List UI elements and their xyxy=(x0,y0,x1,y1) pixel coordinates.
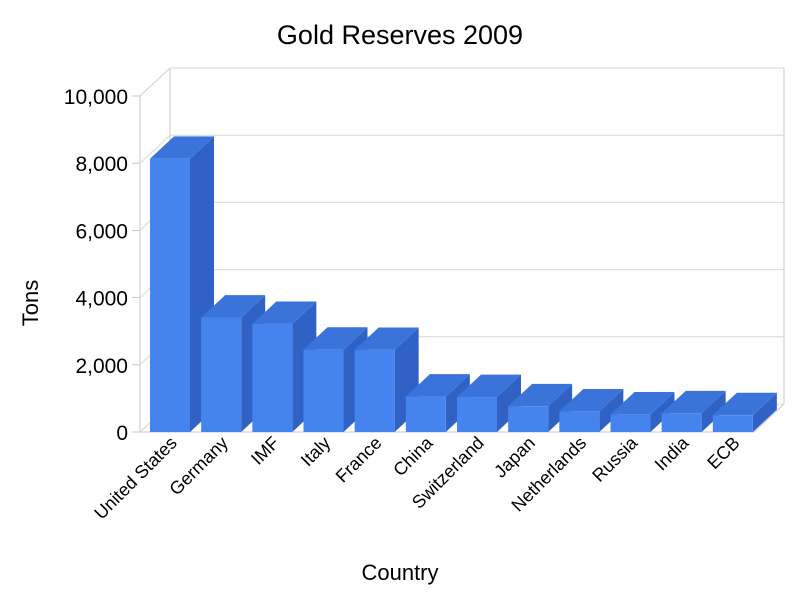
x-tick-label: IMF xyxy=(247,433,283,469)
x-tick-label: France xyxy=(332,433,386,487)
y-axis-label: Tons xyxy=(18,280,43,326)
bar-top xyxy=(252,301,317,324)
floor-right-edge xyxy=(753,403,785,433)
y-axis-ticks: 0 2,000 4,000 6,000 8,000 10,000 xyxy=(64,86,128,445)
bar-front xyxy=(559,411,600,432)
bar-front xyxy=(201,317,242,432)
bar-side xyxy=(752,392,777,432)
x-tick-label: Russia xyxy=(588,432,642,486)
bar-top xyxy=(457,374,521,398)
bar xyxy=(712,392,777,432)
x-tick-label: Japan xyxy=(490,433,539,482)
bar-front xyxy=(303,349,344,432)
bar xyxy=(354,327,419,432)
y-tick-label: 8,000 xyxy=(75,153,128,176)
x-tick-label: ECB xyxy=(703,433,743,473)
bars xyxy=(150,136,777,432)
bar-top xyxy=(201,295,266,318)
x-tick-label: China xyxy=(389,432,437,480)
bar xyxy=(559,389,624,432)
bar-side xyxy=(548,383,573,432)
bar-side xyxy=(497,374,521,432)
bar-side xyxy=(599,389,624,432)
grid-line-side xyxy=(139,67,171,97)
bar-front xyxy=(252,323,293,432)
chart-title: Gold Reserves 2009 xyxy=(277,20,523,50)
y-tick-label: 4,000 xyxy=(75,288,128,311)
bar-front xyxy=(457,397,497,432)
bar-top xyxy=(610,392,675,415)
bar-top xyxy=(150,136,214,159)
bar xyxy=(457,374,521,432)
x-tick-label: India xyxy=(651,432,693,474)
grid-line-side xyxy=(139,134,171,164)
bar-top xyxy=(303,327,368,350)
bar xyxy=(661,390,726,432)
y-tick-label: 6,000 xyxy=(75,220,128,243)
y-tick-label: 10,000 xyxy=(64,86,128,109)
bar-front xyxy=(405,396,446,432)
y-tick-label: 0 xyxy=(116,422,128,445)
bar-front xyxy=(610,414,651,432)
bar-top xyxy=(354,327,419,350)
bar-front xyxy=(712,415,753,432)
bar-side xyxy=(650,392,675,432)
x-tick-label: Italy xyxy=(297,433,334,470)
bar-side xyxy=(701,390,726,432)
bar xyxy=(508,383,573,432)
bar-front xyxy=(661,413,702,432)
bar-top xyxy=(559,389,624,412)
y-tick-label: 2,000 xyxy=(75,355,128,378)
bar-top xyxy=(508,383,573,407)
bar-top xyxy=(661,390,726,414)
bar-front xyxy=(150,158,190,432)
x-axis-label: Country xyxy=(361,560,438,585)
bar-top xyxy=(712,392,777,416)
bar-front xyxy=(354,349,395,432)
bar-front xyxy=(508,406,549,432)
bar xyxy=(610,392,675,432)
x-tick-label: United States xyxy=(90,433,181,524)
bar-top xyxy=(405,374,470,397)
